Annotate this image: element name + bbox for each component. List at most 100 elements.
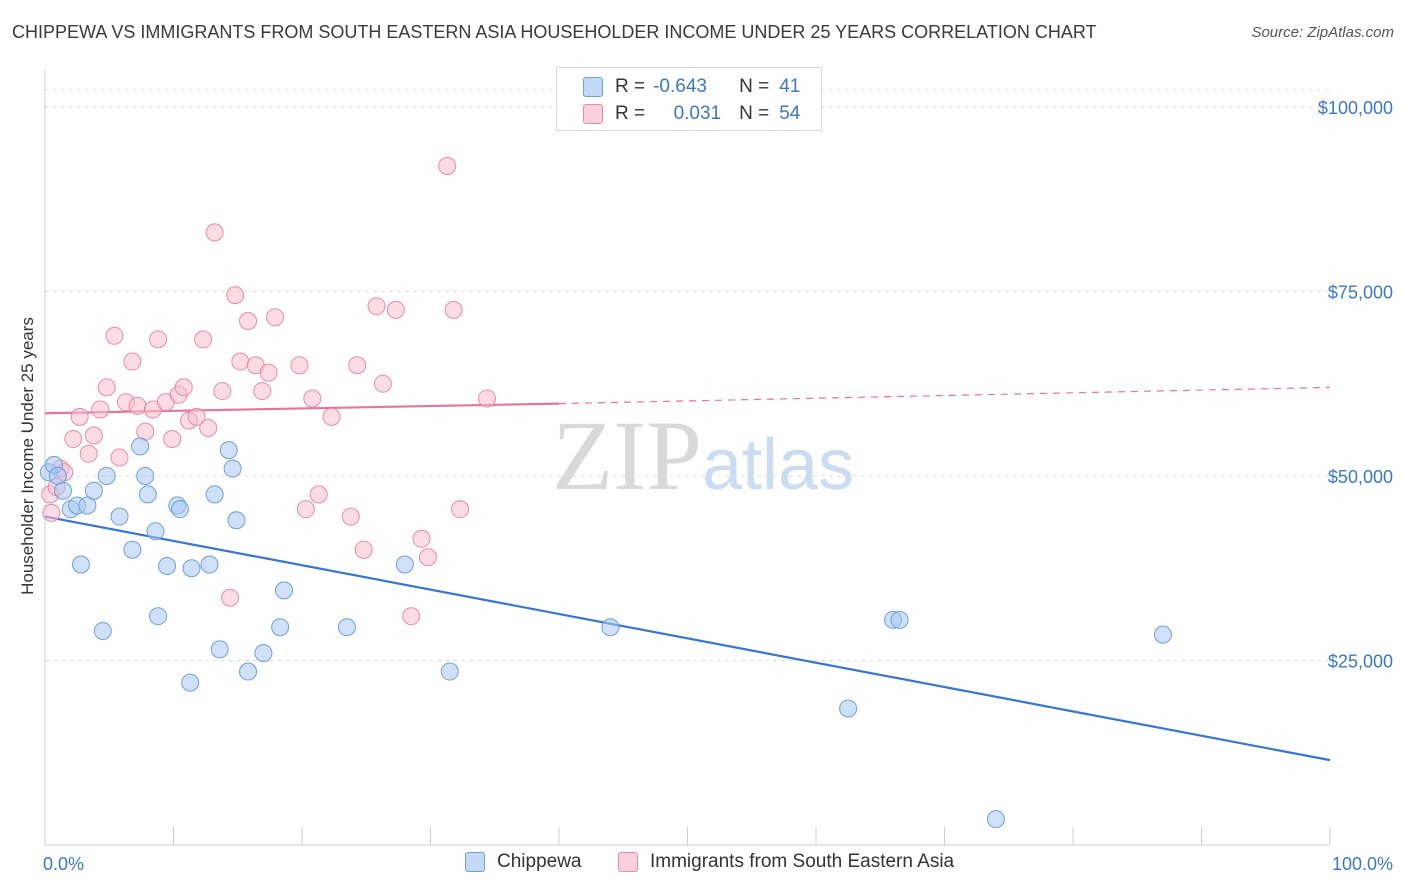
bottom-legend-label: Immigrants from South Eastern Asia [650, 851, 955, 872]
data-point-chippewa [395, 555, 414, 574]
data-point-immigrants [64, 430, 83, 449]
legend-swatch-immigrants [583, 104, 603, 124]
data-point-chippewa [839, 699, 858, 718]
trend-lines [44, 386, 1331, 762]
data-point-chippewa [205, 485, 224, 504]
data-point-immigrants [239, 311, 258, 330]
data-point-immigrants [478, 389, 497, 408]
data-point-chippewa [158, 557, 177, 575]
y-tick-label: $75,000 [1328, 282, 1393, 302]
axes [44, 70, 1331, 846]
data-point-chippewa [440, 662, 459, 681]
data-point-chippewa [890, 610, 909, 629]
immigrants-points [41, 156, 497, 626]
data-point-chippewa [123, 540, 142, 559]
data-point-immigrants [84, 426, 103, 445]
chart-title: CHIPPEWA VS IMMIGRANTS FROM SOUTH EASTER… [12, 22, 1097, 42]
data-point-chippewa [1153, 625, 1172, 644]
trendline-chippewa [44, 515, 1331, 762]
y-tick-label: $25,000 [1328, 651, 1393, 671]
trendline-immigrants [558, 386, 1331, 405]
legend-r-label: R = [615, 103, 646, 124]
data-point-immigrants [309, 485, 328, 504]
data-point-immigrants [444, 300, 463, 319]
data-point-chippewa [986, 810, 1005, 829]
data-point-immigrants [290, 356, 309, 375]
data-point-chippewa [271, 618, 290, 637]
bottom-legend-label: Chippewa [497, 851, 582, 872]
data-point-chippewa [170, 500, 189, 519]
data-point-chippewa [227, 511, 246, 530]
data-point-chippewa [239, 662, 258, 681]
data-point-immigrants [373, 374, 392, 393]
data-point-chippewa [110, 507, 129, 526]
data-point-immigrants [163, 430, 182, 449]
watermark-zip: ZIP [552, 400, 702, 511]
data-point-immigrants [149, 330, 168, 349]
data-point-immigrants [42, 503, 61, 522]
legend-swatch-chippewa [583, 77, 603, 97]
legend-n-value: 41 [779, 76, 801, 97]
legend-r-label: R = [615, 76, 646, 97]
data-point-chippewa [93, 621, 112, 640]
chippewa-points [39, 437, 1172, 829]
data-point-immigrants [226, 286, 245, 305]
data-point-chippewa [200, 555, 219, 574]
tick-labels: $25,000 $50,000 $75,000 $100,000 0.0% 100.0% [43, 98, 1393, 874]
y-axis-label: Householder Income Under 25 years [18, 317, 37, 595]
data-point-immigrants [221, 588, 240, 607]
data-point-immigrants [296, 500, 315, 519]
data-point-immigrants [79, 444, 98, 463]
data-point-immigrants [205, 223, 224, 242]
legend-n-label: N = [739, 76, 770, 97]
legend: R = -0.643 N = 41 R = 0.031 N = 54 [556, 67, 822, 131]
data-point-immigrants [194, 330, 213, 349]
data-point-chippewa [138, 485, 157, 504]
data-point-immigrants [187, 407, 206, 426]
data-point-immigrants [174, 378, 193, 397]
data-point-chippewa [223, 459, 242, 478]
data-point-immigrants [451, 500, 470, 519]
data-point-immigrants [412, 529, 431, 548]
data-point-immigrants [253, 382, 272, 401]
data-point-chippewa [275, 581, 294, 600]
data-point-immigrants [266, 308, 285, 327]
data-point-immigrants [341, 507, 360, 526]
data-point-chippewa [601, 618, 620, 637]
data-point-chippewa [254, 644, 273, 663]
data-point-chippewa [146, 522, 165, 541]
data-point-chippewa [84, 481, 103, 500]
data-point-chippewa [219, 441, 238, 460]
y-tick-label: $100,000 [1318, 98, 1393, 118]
source-label: Source: ZipAtlas.com [1251, 24, 1394, 41]
watermark-atlas: atlas [702, 425, 855, 505]
data-point-immigrants [303, 389, 322, 408]
data-point-immigrants [322, 407, 341, 426]
data-point-immigrants [70, 407, 89, 426]
data-point-immigrants [418, 548, 437, 567]
y-tick-label: $50,000 [1328, 467, 1393, 487]
data-point-immigrants [354, 540, 373, 559]
legend-row-immigrants: R = 0.031 N = 54 [583, 102, 800, 126]
data-point-immigrants [438, 156, 457, 175]
legend-row-chippewa: R = -0.643 N = 41 [583, 75, 800, 99]
legend-r-value: 0.031 [673, 103, 722, 124]
data-point-immigrants [91, 400, 110, 419]
data-point-immigrants [97, 378, 116, 397]
data-point-chippewa [136, 466, 155, 485]
data-point-immigrants [231, 352, 250, 371]
x-tick-label: 0.0% [43, 854, 84, 874]
data-point-immigrants [110, 448, 129, 467]
watermark: ZIPatlas [552, 398, 854, 513]
data-point-immigrants [348, 356, 367, 375]
data-point-chippewa [149, 607, 168, 626]
x-tick-label: 100.0% [1332, 854, 1393, 874]
data-point-immigrants [123, 352, 142, 371]
bottom-legend-chippewa: Chippewa [465, 851, 582, 873]
bottom-legend-immigrants: Immigrants from South Eastern Asia [618, 851, 954, 873]
data-point-immigrants [128, 396, 147, 415]
bottom-legend-swatch-immigrants [618, 852, 638, 872]
data-point-immigrants [105, 326, 124, 345]
data-point-chippewa [53, 481, 72, 500]
